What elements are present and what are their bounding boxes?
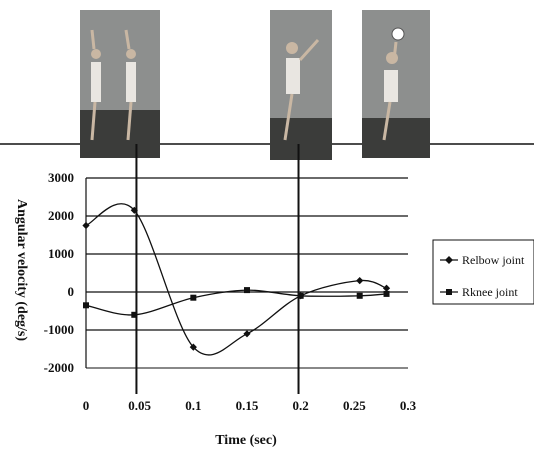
- x-axis-title: Time (sec): [215, 433, 277, 448]
- series-0-point-5: [356, 277, 364, 285]
- series-line-1: [85, 289, 387, 316]
- series-0-point-3: [243, 330, 251, 338]
- photo-frame-2: [270, 10, 332, 160]
- series-1-point-2: [190, 294, 197, 301]
- series-line-0: [85, 203, 387, 356]
- series-0-point-6: [382, 284, 391, 292]
- y-tick-label-0: 3000: [48, 170, 74, 185]
- legend-elbow-marker: [445, 256, 453, 264]
- y-tick-label-3: 0: [68, 284, 75, 299]
- legend: Relbow joint Rknee joint: [432, 239, 534, 305]
- series-0-point-1: [130, 206, 138, 214]
- legend-knee-label: Rknee joint: [462, 285, 518, 299]
- legend-knee-marker: [446, 289, 452, 295]
- series-0-point-0: [82, 221, 90, 230]
- y-tick-label-4: -1000: [44, 322, 74, 337]
- y-tick-label-2: 1000: [48, 246, 74, 261]
- series-0-point-2: [189, 343, 197, 351]
- y-tick-label-1: 2000: [48, 208, 74, 223]
- photo-frame-1: [80, 10, 160, 158]
- legend-elbow-label: Relbow joint: [462, 253, 525, 267]
- series-1-point-3: [244, 287, 250, 294]
- series-1-point-5: [356, 292, 363, 299]
- x-tick-label-5: 0.25: [343, 398, 366, 413]
- x-tick-label-4: 0.2: [293, 398, 309, 413]
- series-1-point-0: [83, 302, 89, 309]
- x-tick-label-0: 0: [83, 398, 90, 413]
- series-1-point-4: [297, 292, 304, 299]
- x-tick-label-1: 0.05: [128, 398, 151, 413]
- y-axis-title: Angular velocity (deg/s): [14, 199, 29, 341]
- x-tick-label-3: 0.15: [236, 398, 259, 413]
- x-tick-label-2: 0.1: [185, 398, 201, 413]
- photo-frame-3: [362, 10, 430, 158]
- y-tick-label-5: -2000: [44, 360, 74, 375]
- series-1-point-1: [131, 311, 138, 318]
- plot-area: 3000 2000 1000 0 -1000 -2000 0 0.05 0.1 0.15 0.2 0.…: [44, 144, 417, 413]
- x-tick-label-6: 0.3: [400, 398, 417, 413]
- series-1-point-6: [383, 290, 390, 297]
